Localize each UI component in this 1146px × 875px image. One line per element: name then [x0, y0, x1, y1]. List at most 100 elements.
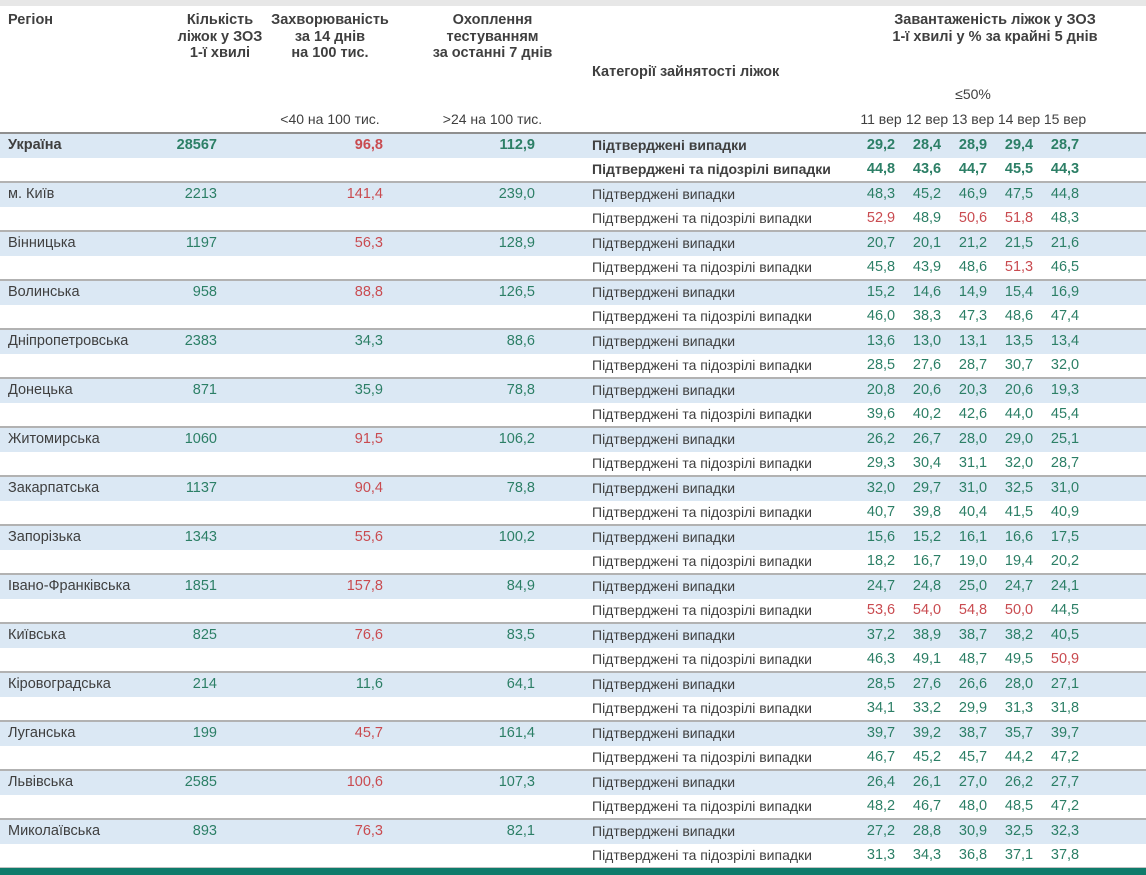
table-row-confirmed: м. Київ 2213 141,4 239,0 Підтверджені ви…	[0, 183, 1146, 207]
occupancy-value: 49,1	[912, 650, 942, 667]
occupancy-value: 31,3	[1004, 699, 1034, 716]
occupancy-value: 32,3	[1050, 823, 1080, 839]
beds-value: 958	[192, 284, 217, 300]
occupancy-value: 20,3	[958, 382, 988, 398]
date-column-label: 15 вер	[1043, 110, 1087, 127]
occupancy-value: 34,3	[912, 846, 942, 863]
incidence-value: 157,8	[346, 578, 383, 594]
testing-value: 78,8	[506, 480, 535, 496]
region-group: Кіровоградська 214 11,6 64,1 Підтверджен…	[0, 671, 1146, 720]
occupancy-value: 13,0	[912, 333, 942, 349]
row-spacer	[0, 403, 590, 427]
testing-value: 128,9	[498, 235, 535, 251]
beds-value: 1343	[184, 529, 217, 545]
occupancy-value: 50,0	[1004, 601, 1034, 618]
table-row-confirmed: Київська 825 76,6 83,5 Підтверджені випа…	[0, 624, 1146, 648]
row-spacer	[0, 844, 590, 868]
occupancy-value: 17,5	[1050, 529, 1080, 545]
occupancy-value: 27,7	[1050, 774, 1080, 790]
testing-value: 84,9	[506, 578, 535, 594]
occupancy-value: 20,8	[866, 382, 896, 398]
occupancy-value: 24,7	[866, 578, 896, 594]
occupancy-value: 37,1	[1004, 846, 1034, 863]
table-row-suspected: Підтверджені та підозрілі випадки 31,3 34…	[0, 843, 1146, 868]
region-name: Вінницька	[8, 235, 76, 251]
header-category: Категорії зайнятості ліжок	[592, 63, 780, 80]
region-group: Київська 825 76,6 83,5 Підтверджені випа…	[0, 622, 1146, 671]
category-suspected-label: Підтверджені та підозрілі випадки	[592, 454, 812, 471]
category-confirmed-label: Підтверджені випадки	[592, 284, 736, 300]
region-name: Дніпропетровська	[8, 333, 129, 349]
row-spacer	[0, 256, 590, 280]
occupancy-value: 35,7	[1004, 725, 1034, 741]
category-suspected-label: Підтверджені та підозрілі випадки	[592, 601, 812, 618]
occupancy-value: 27,6	[912, 356, 942, 373]
category-confirmed-label: Підтверджені випадки	[592, 774, 736, 790]
occupancy-value: 40,9	[1050, 503, 1080, 520]
incidence-value: 91,5	[354, 431, 383, 447]
occupancy-value: 38,2	[1004, 627, 1034, 643]
table-row-confirmed: Луганська 199 45,7 161,4 Підтверджені ви…	[0, 722, 1146, 746]
occupancy-value: 53,6	[866, 601, 896, 618]
occupancy-value: 48,3	[1050, 209, 1080, 226]
region-name: Кіровоградська	[8, 676, 111, 692]
table-row-suspected: Підтверджені та підозрілі випадки 46,3 49…	[0, 647, 1146, 671]
occupancy-value: 28,7	[1050, 137, 1080, 153]
occupancy-value: 30,7	[1004, 356, 1034, 373]
table-row-suspected: Підтверджені та підозрілі випадки 34,1 33…	[0, 696, 1146, 720]
occupancy-value: 26,7	[912, 431, 942, 447]
table-row-confirmed: Івано-Франківська 1851 157,8 84,9 Підтве…	[0, 575, 1146, 599]
table-row-confirmed: Донецька 871 35,9 78,8 Підтверджені випа…	[0, 379, 1146, 403]
table-body: Україна 28567 96,8 112,9 Підтверджені ви…	[0, 134, 1146, 867]
table-row-suspected: Підтверджені та підозрілі випадки 46,0 38…	[0, 304, 1146, 328]
region-name: Івано-Франківська	[8, 578, 131, 594]
incidence-value: 76,6	[354, 627, 383, 643]
occupancy-value: 15,4	[1004, 284, 1034, 300]
occupancy-value: 15,6	[866, 529, 896, 545]
occupancy-value: 28,9	[958, 137, 988, 153]
region-group: Миколаївська 893 76,3 82,1 Підтверджені …	[0, 818, 1146, 867]
incidence-value: 35,9	[354, 382, 383, 398]
occupancy-value: 46,3	[866, 650, 896, 667]
testing-value: 112,9	[499, 137, 536, 153]
occupancy-value: 50,6	[958, 209, 988, 226]
header-region: Регіон	[8, 12, 54, 28]
occupancy-value: 31,0	[1050, 480, 1080, 496]
incidence-value: 90,4	[354, 480, 383, 496]
occupancy-value: 26,2	[866, 431, 896, 447]
occupancy-value: 45,4	[1050, 405, 1080, 422]
header-testing: Охоплення тестуванням за останні 7 днів	[432, 12, 553, 61]
testing-value: 107,3	[498, 774, 535, 790]
category-suspected-label: Підтверджені та підозрілі випадки	[592, 356, 812, 373]
occupancy-value: 39,7	[1050, 725, 1080, 741]
region-name: м. Київ	[8, 186, 55, 202]
table-row-confirmed: Львівська 2585 100,6 107,3 Підтверджені …	[0, 771, 1146, 795]
category-suspected-label: Підтверджені та підозрілі випадки	[592, 258, 812, 275]
occupancy-value: 36,8	[958, 846, 988, 863]
occupancy-value: 40,5	[1050, 627, 1080, 643]
occupancy-value: 46,7	[866, 748, 896, 765]
category-confirmed-label: Підтверджені випадки	[592, 137, 747, 153]
occupancy-value: 30,4	[912, 454, 942, 471]
row-spacer	[0, 795, 590, 819]
occupancy-value: 25,0	[958, 578, 988, 594]
beds-value: 893	[192, 823, 217, 839]
occupancy-value: 16,7	[912, 552, 942, 569]
occupancy-value: 39,8	[912, 503, 942, 520]
occupancy-value: 42,6	[958, 405, 988, 422]
occupancy-value: 13,5	[1004, 333, 1034, 349]
category-confirmed-label: Підтверджені випадки	[592, 676, 736, 692]
occupancy-value: 44,2	[1004, 748, 1034, 765]
occupancy-value: 48,6	[958, 258, 988, 275]
testing-value: 64,1	[506, 676, 535, 692]
date-column-label: 13 вер	[951, 110, 995, 127]
occupancy-value: 39,7	[866, 725, 896, 741]
occupancy-value: 31,1	[958, 454, 988, 471]
row-spacer	[0, 746, 590, 770]
category-suspected-label: Підтверджені та підозрілі випадки	[592, 846, 812, 863]
table-header: Регіон Кількість ліжок у ЗОЗ 1-ї хвилі З…	[0, 6, 1146, 134]
region-name: Київська	[8, 627, 66, 643]
occupancy-value: 45,8	[866, 258, 896, 275]
row-spacer	[0, 501, 590, 525]
occupancy-value: 47,2	[1050, 748, 1080, 765]
